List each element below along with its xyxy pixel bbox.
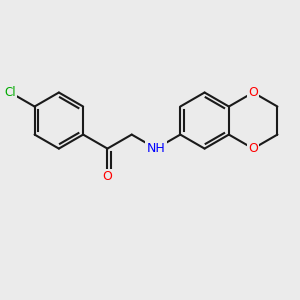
Text: O: O xyxy=(103,170,112,183)
Text: O: O xyxy=(248,142,258,155)
Text: NH: NH xyxy=(147,142,165,155)
Text: O: O xyxy=(248,86,258,99)
Text: Cl: Cl xyxy=(4,86,16,99)
